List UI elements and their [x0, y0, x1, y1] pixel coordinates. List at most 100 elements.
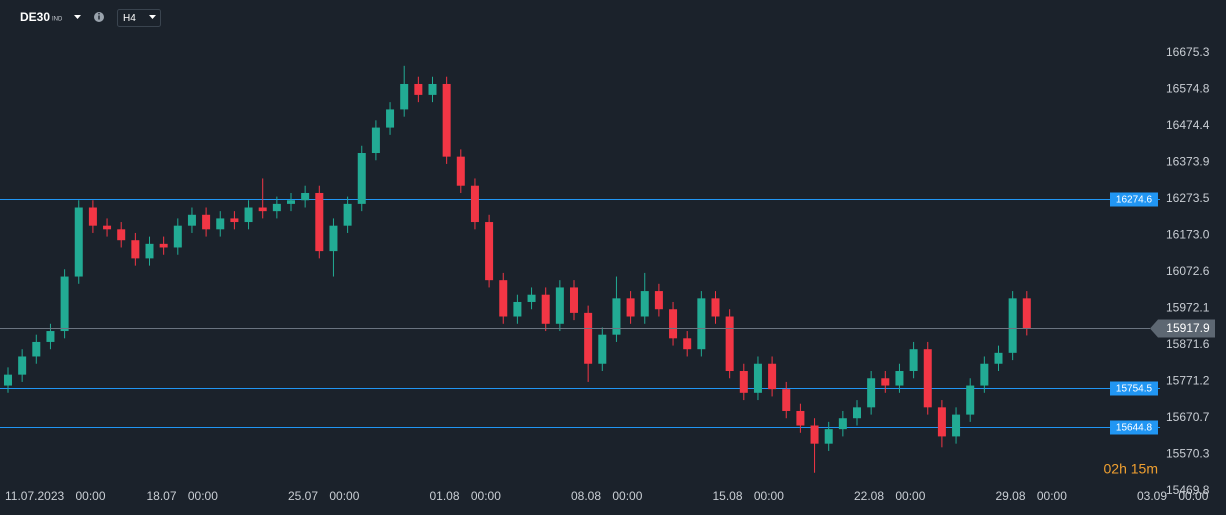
candle-body — [187, 214, 196, 226]
candle-body — [881, 378, 890, 386]
y-tick-label: 15670.7 — [1166, 410, 1210, 424]
candle-body — [909, 349, 918, 372]
candle-body — [456, 156, 465, 186]
level-label-box — [1110, 381, 1158, 396]
candle-body — [796, 410, 805, 426]
candle-body — [612, 298, 621, 335]
y-tick-label: 15771.2 — [1166, 374, 1210, 388]
candle-body — [301, 192, 310, 201]
candle-body — [400, 83, 409, 110]
x-tick-label: 18.07 00:00 — [147, 489, 219, 503]
dropdown-icon[interactable] — [74, 15, 81, 19]
candle-body — [442, 83, 451, 157]
candle-body — [824, 429, 833, 444]
y-tick-label: 16675.3 — [1166, 45, 1210, 59]
candle-body — [739, 371, 748, 393]
candle-body — [60, 276, 69, 332]
candle-body — [513, 301, 522, 317]
candle-body — [117, 229, 126, 241]
candle-body — [343, 203, 352, 226]
candle-body — [541, 294, 550, 324]
candle-body — [952, 414, 961, 437]
y-tick-label: 15469.8 — [1166, 483, 1210, 497]
candle-body — [18, 356, 27, 375]
symbol-type: IND — [52, 17, 63, 23]
x-tick-label: 25.07 00:00 — [288, 489, 360, 503]
candle-body — [357, 153, 366, 204]
candle-body — [173, 225, 182, 248]
y-tick-label: 15972.1 — [1166, 301, 1210, 315]
candle-body — [230, 218, 239, 223]
candle-body — [980, 363, 989, 386]
x-tick-label: 15.08 00:00 — [713, 489, 785, 503]
timeframe-box[interactable] — [117, 9, 161, 27]
y-tick-label: 16474.4 — [1166, 118, 1210, 132]
candle-body — [272, 203, 281, 212]
y-tick-label: 16173.0 — [1166, 228, 1210, 242]
candle-body — [1022, 298, 1031, 329]
level-label-box — [1110, 192, 1158, 207]
candle-body — [46, 331, 55, 342]
x-tick-label: 22.08 00:00 — [854, 489, 926, 503]
countdown: 02h 15m — [1104, 461, 1158, 477]
dropdown-icon[interactable] — [149, 15, 156, 19]
candle-body — [753, 363, 762, 393]
x-tick-label: 03.09 00:00 — [1137, 489, 1209, 503]
y-tick-label: 16373.9 — [1166, 155, 1210, 169]
candle-body — [216, 218, 225, 230]
candle-body — [711, 298, 720, 317]
candle-body — [159, 243, 168, 248]
candle-body — [386, 109, 395, 128]
y-tick-label: 15871.6 — [1166, 337, 1210, 351]
candle-body — [853, 407, 861, 419]
candle-body — [131, 240, 140, 259]
candle-body — [640, 291, 649, 317]
x-tick-label: 08.08 00:00 — [571, 489, 643, 503]
candle-body — [683, 338, 692, 350]
candle-body — [88, 207, 97, 226]
candle-body — [4, 374, 12, 386]
last-price-tag — [1150, 319, 1215, 338]
candle-body — [74, 207, 83, 277]
candle-body — [371, 127, 380, 154]
candle-body — [555, 287, 564, 324]
candle-body — [768, 363, 777, 390]
candle-body — [287, 200, 295, 204]
candle-body — [32, 341, 41, 357]
candle-body — [838, 418, 847, 430]
x-tick-label: 29.08 00:00 — [996, 489, 1068, 503]
candle-body — [867, 378, 876, 408]
candle-body — [145, 243, 154, 259]
candle-body — [329, 225, 338, 252]
candle-body — [697, 298, 706, 350]
candle-body — [994, 352, 1003, 364]
candle-body — [923, 349, 932, 408]
candle-body — [937, 407, 946, 437]
symbol[interactable]: DE30 — [20, 10, 50, 24]
candle-body — [470, 185, 479, 223]
last-price-label: 15917.9 — [1166, 321, 1210, 335]
level-label-box — [1110, 420, 1158, 435]
candle-body — [725, 316, 734, 372]
candle-body — [414, 83, 423, 95]
y-tick-label: 15570.3 — [1166, 447, 1210, 461]
candle-body — [584, 312, 593, 364]
candle-body — [1008, 298, 1017, 353]
candle-body — [895, 371, 904, 386]
candle-body — [202, 214, 211, 230]
candle-body — [485, 222, 494, 281]
candle-body — [258, 207, 267, 212]
candle-body — [244, 207, 253, 223]
x-tick-label: 11.07.2023 00:00 — [5, 489, 106, 503]
candle-body — [428, 83, 437, 95]
candle-body — [669, 309, 678, 339]
level-label: 15644.8 — [1116, 423, 1153, 434]
candle-body — [626, 298, 635, 317]
y-tick-label: 16072.6 — [1166, 264, 1210, 278]
info-glyph — [98, 15, 100, 20]
candle-body — [598, 334, 607, 364]
level-label: 16274.6 — [1116, 195, 1153, 206]
candle-body — [499, 280, 508, 317]
candle-body — [654, 291, 663, 310]
